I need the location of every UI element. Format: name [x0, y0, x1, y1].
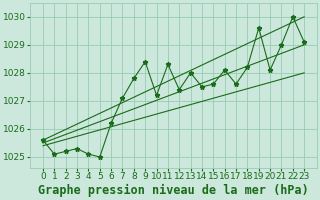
X-axis label: Graphe pression niveau de la mer (hPa): Graphe pression niveau de la mer (hPa) — [38, 184, 309, 197]
